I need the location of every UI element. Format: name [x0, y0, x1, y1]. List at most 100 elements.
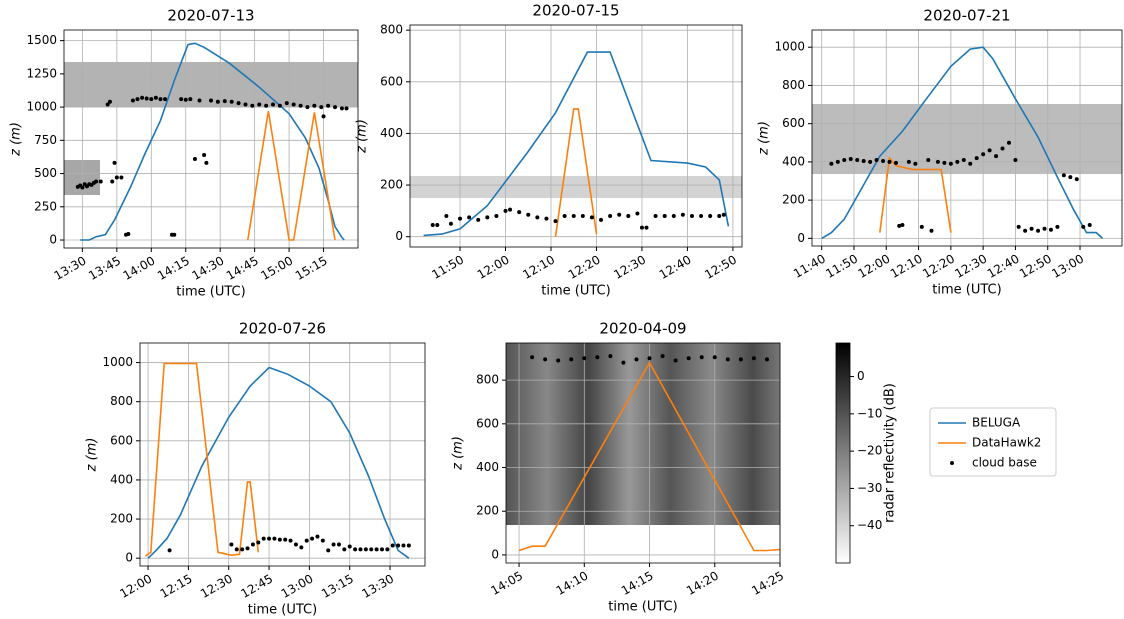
cloud-base-point	[222, 99, 227, 104]
y-tick-label: 600	[110, 433, 133, 447]
x-tick-label: 14:20	[684, 569, 721, 598]
cloud-base-point	[708, 214, 713, 219]
x-tick-label: 12:20	[920, 252, 957, 281]
cloud-base-point	[305, 105, 310, 110]
cloud-base-point	[617, 212, 622, 217]
y-axis-label: z (m)	[355, 119, 370, 154]
cloud-base-point	[569, 357, 574, 362]
cloud-base-point	[243, 102, 248, 107]
cloud-base-point	[1023, 228, 1028, 233]
colorbar-label: radar reflectivity (dB)	[883, 383, 898, 523]
cloud-base-point	[94, 179, 99, 184]
cloud-base-point	[347, 544, 352, 549]
cloud-base-point	[553, 219, 558, 224]
cloud-base-point	[458, 216, 463, 221]
cloud-base-point	[1074, 177, 1079, 182]
cloud-base-point	[948, 161, 953, 166]
x-tick-label: 12:00	[475, 253, 512, 282]
cloud-base-point	[353, 547, 358, 552]
y-tick-label: 1500	[26, 33, 57, 47]
chart-title: 2020-07-21	[923, 7, 1010, 25]
colorbar-tick-label: −40	[857, 518, 882, 532]
cloud-base-point	[935, 159, 940, 164]
cloud-base-point	[842, 157, 847, 162]
cloud-base-point	[1087, 222, 1092, 227]
legend-label: DataHawk2	[972, 436, 1041, 450]
y-tick-label: 0	[491, 547, 499, 561]
x-axis-label: time (UTC)	[932, 283, 1001, 298]
cloud-base-point	[721, 212, 726, 217]
cloud-base-point	[315, 534, 320, 539]
cloud-base-point	[968, 161, 973, 166]
cloud-base-point	[994, 154, 999, 159]
series-line	[554, 108, 598, 237]
cloud-base-point	[634, 357, 639, 362]
cloud-base-point	[580, 214, 585, 219]
cloud-base-point	[589, 215, 594, 220]
cloud-base-point	[1036, 228, 1041, 233]
y-tick-label: 800	[782, 78, 805, 92]
cloud-base-point	[326, 103, 331, 108]
cloud-base-point	[112, 160, 117, 165]
cloud-base-point	[229, 542, 234, 547]
cloud-base-point	[1006, 140, 1011, 145]
cloud-base-point	[913, 161, 918, 166]
subplot: 2020-07-13 0 250 500 750 1000 1250 1500 13:3013:…	[9, 7, 359, 300]
x-tick-label: 12:00	[117, 572, 154, 601]
cloud-base-point	[236, 101, 241, 106]
x-tick-label: 14:15	[155, 254, 192, 283]
x-tick-label: 12:50	[1017, 252, 1054, 281]
cloud-base-point	[1055, 224, 1060, 229]
series-line	[80, 42, 345, 241]
plot-frame	[811, 29, 1123, 247]
y-tick-label: 0	[395, 229, 403, 243]
plot-frame	[505, 342, 781, 564]
cloud-base-point	[331, 542, 336, 547]
y-tick-label: 1000	[102, 355, 133, 369]
cloud-base-point	[339, 106, 344, 111]
cloud-base-point	[725, 357, 730, 362]
cloud-base-point	[172, 232, 177, 237]
cloud-base-point	[981, 152, 986, 157]
cloud-base-point	[374, 547, 379, 552]
x-tick-label: 13:00	[279, 572, 316, 601]
cloud-base-point	[430, 223, 435, 228]
cloud-base-point	[874, 157, 879, 162]
cloud-base-point	[621, 360, 626, 365]
cloud-base-point	[517, 210, 522, 215]
legend-marker	[950, 461, 954, 465]
cloud-base-point	[310, 536, 315, 541]
y-tick-label: 800	[476, 373, 499, 387]
cloud-base-point	[660, 354, 665, 359]
y-tick-label: 400	[782, 154, 805, 168]
cloud-base-point	[209, 98, 213, 103]
x-tick-label: 12:45	[238, 572, 275, 601]
cloud-base-point	[671, 214, 676, 219]
cloud-base-point	[582, 356, 587, 361]
x-tick-label: 15:15	[293, 254, 330, 283]
cloud-base-point	[283, 537, 288, 542]
cloud-base-point	[277, 537, 282, 542]
cloud-base-point	[250, 103, 255, 108]
x-axis-label: time (UTC)	[248, 603, 317, 618]
cloud-base-point	[906, 159, 911, 164]
cloud-base-point	[1068, 175, 1073, 180]
x-axis-label: time (UTC)	[541, 284, 610, 299]
cloud-base-point	[107, 99, 112, 104]
x-tick-label: 14:05	[488, 569, 525, 598]
cloud-base-point	[639, 225, 644, 230]
cloud-base-point	[829, 161, 834, 166]
x-tick-label: 11:50	[429, 253, 466, 282]
y-tick-label: 200	[380, 178, 403, 192]
chart-title: 2020-04-09	[599, 320, 686, 338]
cloud-base-point	[955, 159, 960, 164]
cloud-base-point	[508, 207, 513, 212]
cloud-base-point	[599, 217, 604, 222]
x-tick-label: 12:10	[888, 252, 925, 281]
y-tick-label: 0	[797, 231, 805, 245]
x-tick-label: 14:25	[749, 569, 786, 598]
cloud-base-point	[1081, 224, 1086, 229]
cloud-base-point	[277, 103, 282, 108]
cloud-base-point	[1042, 226, 1047, 231]
cloud-base-point	[926, 157, 931, 162]
